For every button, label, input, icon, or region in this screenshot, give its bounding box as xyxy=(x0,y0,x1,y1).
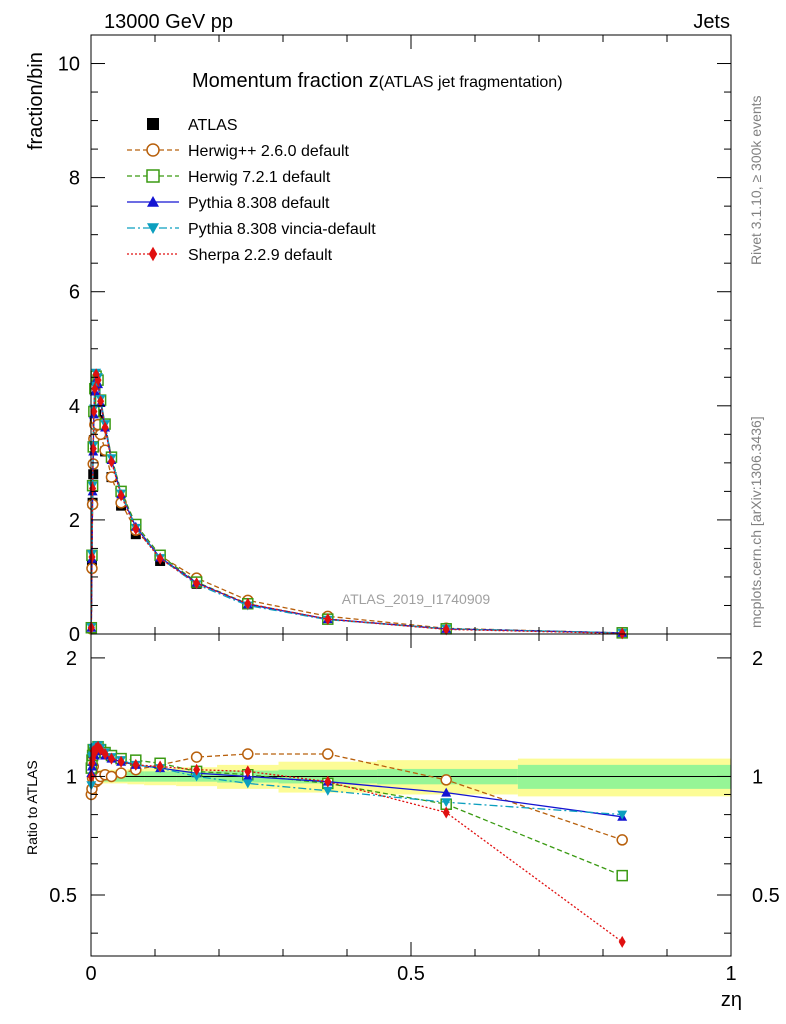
legend-entry-pythia-8-308-vincia-default: Pythia 8.308 vincia-default xyxy=(127,221,376,238)
data-point xyxy=(618,627,626,640)
data-point xyxy=(244,765,252,778)
legend-marker xyxy=(146,169,160,183)
data-point xyxy=(117,755,125,768)
y-tick-label-right: 1 xyxy=(752,766,763,788)
data-point xyxy=(618,935,626,948)
data-point xyxy=(91,382,99,395)
data-point xyxy=(324,613,332,626)
data-point xyxy=(244,597,252,610)
y-tick-label: 4 xyxy=(69,396,80,418)
legend-entry-pythia-8-308-default: Pythia 8.308 default xyxy=(127,195,330,212)
data-point xyxy=(191,772,202,782)
data-point xyxy=(324,775,332,788)
y-tick-label: 8 xyxy=(69,168,80,190)
legend-marker xyxy=(146,143,160,157)
legend-label: ATLAS xyxy=(188,117,238,134)
x-tick-label: 1 xyxy=(725,963,736,985)
y-tick-label: 6 xyxy=(69,282,80,304)
data-point xyxy=(105,770,118,783)
data-point xyxy=(88,550,96,563)
main-panel: 0 2 4 6 8 10 Momentum fraction z(ATLAS jet fr… xyxy=(25,34,732,646)
data-point xyxy=(117,489,125,502)
rivet-label: Rivet 3.1.10, ≥ 300k events xyxy=(748,95,764,265)
data-point xyxy=(193,763,201,776)
legend-entry-herwig-2-6-0-default: Herwig++ 2.6.0 default xyxy=(127,143,350,160)
data-point xyxy=(101,748,109,761)
legend-label: Herwig++ 2.6.0 default xyxy=(188,143,350,160)
main-panel-frame xyxy=(90,34,732,635)
legend-label: Herwig 7.2.1 default xyxy=(188,169,331,186)
ratio-panel: 0.5 0.5 1 1 2 2 0 0.5 1 Ratio to ATLAS zη xyxy=(24,633,780,1011)
main-subtitle: (ATLAS jet fragmentation) xyxy=(379,74,563,91)
energy-label: 13000 GeV pp xyxy=(104,11,233,33)
data-point xyxy=(90,405,98,418)
legend-entry-herwig-7-2-1-default: Herwig 7.2.1 default xyxy=(127,169,331,186)
x-tick-label: 0 xyxy=(85,963,96,985)
mcplots-label: mcplots.cern.ch [arXiv:1306.3436] xyxy=(748,416,764,628)
y-tick-label: 0.5 xyxy=(49,885,77,907)
data-point xyxy=(115,767,127,779)
legend-marker xyxy=(147,223,159,234)
data-point xyxy=(101,421,109,434)
data-point xyxy=(616,869,628,882)
y-tick-label: 1 xyxy=(66,766,77,788)
data-point xyxy=(442,806,450,819)
legend-entry-atlas: ATLAS xyxy=(147,117,238,134)
data-point xyxy=(132,523,140,536)
data-point xyxy=(242,748,254,760)
data-point xyxy=(156,552,164,565)
y-tick-label-right: 0.5 xyxy=(752,885,780,907)
data-point xyxy=(442,623,450,636)
process-label: Jets xyxy=(693,11,730,33)
data-point xyxy=(97,395,105,408)
legend-marker xyxy=(148,246,158,262)
y-tick-label: 2 xyxy=(69,510,80,532)
data-point xyxy=(107,455,115,468)
data-point xyxy=(156,760,164,773)
legend: ATLAS Herwig++ 2.6.0 default Herwig 7.2.1 … xyxy=(127,117,376,264)
legend-marker xyxy=(147,196,159,207)
data-point xyxy=(322,786,333,796)
legend-label: Sherpa 2.2.9 default xyxy=(188,247,333,264)
data-point xyxy=(441,798,452,808)
data-point xyxy=(441,787,452,797)
y-tick-label: 10 xyxy=(58,54,80,76)
analysis-watermark: ATLAS_2019_I1740909 xyxy=(342,591,491,607)
x-tick-label: 0.5 xyxy=(397,963,425,985)
data-point xyxy=(193,577,201,590)
legend-marker xyxy=(147,118,159,130)
y-tick-label-right: 2 xyxy=(752,648,763,670)
data-point xyxy=(440,774,452,786)
legend-label: Pythia 8.308 vincia-default xyxy=(188,221,376,238)
y-tick-label: 0 xyxy=(69,624,80,646)
data-point xyxy=(322,748,334,760)
legend-label: Pythia 8.308 default xyxy=(188,195,330,212)
legend-entry-sherpa-2-2-9-default: Sherpa 2.2.9 default xyxy=(127,246,333,264)
data-point xyxy=(107,752,115,765)
x-axis-label: zη xyxy=(721,989,742,1011)
data-point xyxy=(97,743,105,756)
main-title: Momentum fraction z(ATLAS jet fragmentat… xyxy=(192,70,563,92)
ratio-y-axis-label: Ratio to ATLAS xyxy=(24,760,40,855)
data-point xyxy=(616,834,628,846)
y-axis-label: fraction/bin xyxy=(25,52,47,150)
data-point xyxy=(190,751,203,763)
data-point xyxy=(617,810,628,820)
data-point xyxy=(242,779,253,789)
data-point xyxy=(132,758,140,771)
y-tick-label: 2 xyxy=(66,648,77,670)
